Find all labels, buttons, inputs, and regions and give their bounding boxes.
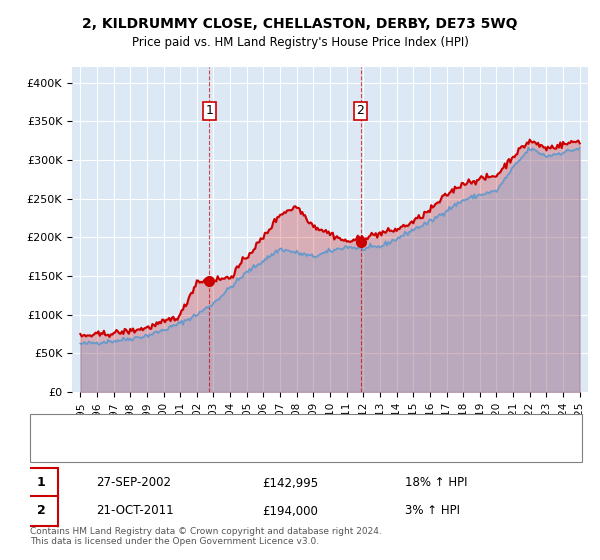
Text: 2, KILDRUMMY CLOSE, CHELLASTON, DERBY, DE73 5WQ (detached house): 2, KILDRUMMY CLOSE, CHELLASTON, DERBY, D… bbox=[77, 422, 464, 432]
FancyBboxPatch shape bbox=[25, 496, 58, 526]
Text: 2, KILDRUMMY CLOSE, CHELLASTON, DERBY, DE73 5WQ: 2, KILDRUMMY CLOSE, CHELLASTON, DERBY, D… bbox=[82, 17, 518, 31]
Text: 3% ↑ HPI: 3% ↑ HPI bbox=[406, 505, 460, 517]
Text: £142,995: £142,995 bbox=[262, 477, 318, 489]
Text: HPI: Average price, detached house, City of Derby: HPI: Average price, detached house, City… bbox=[77, 445, 338, 455]
Text: 18% ↑ HPI: 18% ↑ HPI bbox=[406, 477, 468, 489]
Text: 21-OCT-2011: 21-OCT-2011 bbox=[96, 505, 174, 517]
Text: Price paid vs. HM Land Registry's House Price Index (HPI): Price paid vs. HM Land Registry's House … bbox=[131, 36, 469, 49]
Text: 2: 2 bbox=[37, 505, 46, 517]
Text: Contains HM Land Registry data © Crown copyright and database right 2024.
This d: Contains HM Land Registry data © Crown c… bbox=[30, 526, 382, 546]
Text: 1: 1 bbox=[205, 105, 213, 118]
Text: 2: 2 bbox=[356, 105, 364, 118]
Text: 1: 1 bbox=[37, 477, 46, 489]
FancyBboxPatch shape bbox=[25, 468, 58, 498]
FancyBboxPatch shape bbox=[30, 414, 582, 462]
Text: £194,000: £194,000 bbox=[262, 505, 318, 517]
Text: 27-SEP-2002: 27-SEP-2002 bbox=[96, 477, 171, 489]
